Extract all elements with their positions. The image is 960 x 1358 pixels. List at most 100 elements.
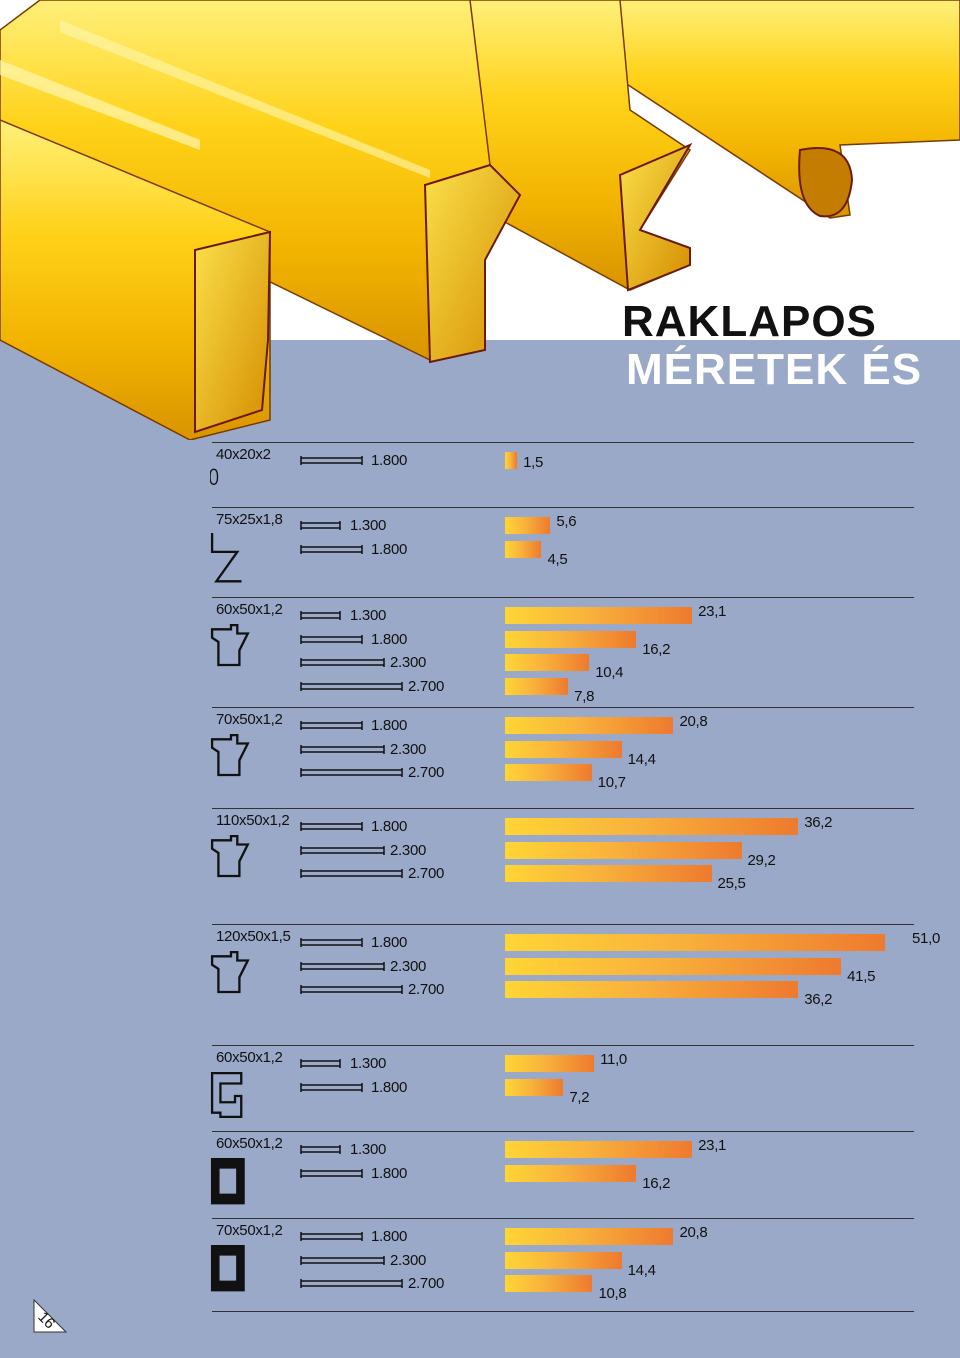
load-bar — [505, 677, 569, 695]
load-value-label: 29,2 — [747, 851, 776, 869]
closed-box-profile-icon — [210, 1244, 245, 1292]
length-label: 1.800 — [371, 818, 408, 835]
profile-name: 40x20x2 — [216, 446, 271, 463]
rod-length-icon — [300, 721, 363, 730]
length-label: 1.800 — [371, 1228, 408, 1245]
profile-name: 60x50x1,2 — [216, 1135, 283, 1152]
length-label: 1.800 — [371, 717, 408, 734]
length-row: 1.300 5,6 — [0, 513, 960, 535]
oval-tube-profile-icon — [210, 468, 219, 485]
length-row: 2.300 14,4 — [0, 739, 960, 768]
open-beam-profile-icon — [210, 950, 250, 994]
rod-length-icon — [300, 681, 403, 691]
load-value-label: 11,0 — [600, 1051, 627, 1068]
load-bar — [505, 841, 742, 859]
rod-length-icon — [300, 1168, 363, 1178]
length-row: 2.700 25,5 — [0, 863, 960, 892]
row-separator — [212, 1045, 914, 1046]
rod-length-icon — [300, 768, 403, 777]
closed-box-profile-icon — [210, 1157, 245, 1205]
open-beam-profile-icon — [210, 733, 250, 777]
length-row: 2.300 41,5 — [0, 956, 960, 985]
row-separator — [212, 1131, 914, 1132]
length-label: 1.300 — [350, 1055, 387, 1072]
length-label: 1.300 — [350, 607, 387, 624]
length-label: 2.700 — [408, 1275, 445, 1292]
rod-length-icon — [300, 1082, 363, 1092]
length-label: 1.800 — [371, 630, 408, 648]
open-beam-profile-icon — [210, 834, 250, 878]
length-row: 2.700 10,7 — [0, 762, 960, 791]
load-bar — [505, 717, 674, 734]
load-value-label: 10,7 — [597, 774, 626, 791]
background-band — [0, 340, 960, 1358]
load-value-label: 5,6 — [556, 513, 577, 530]
row-separator — [212, 1218, 914, 1219]
open-beam-profile-icon — [210, 623, 250, 667]
rod-length-icon — [300, 1279, 403, 1288]
row-separator — [212, 597, 914, 598]
length-label: 1.800 — [371, 934, 408, 951]
load-bar — [505, 517, 551, 534]
profile-group: 70x50x1,2 1.800 20,8 2.300 14,4 2.700 10,8 — [0, 1218, 960, 1311]
length-row: 2.300 14,4 — [0, 1250, 960, 1279]
rod-length-icon — [300, 611, 341, 620]
load-value-label: 10,4 — [595, 664, 624, 681]
profile-name: 110x50x1,2 — [216, 812, 290, 829]
row-separator — [212, 507, 914, 508]
rod-length-icon — [300, 985, 403, 994]
length-label: 1.300 — [350, 1141, 387, 1158]
load-bar — [505, 981, 799, 998]
load-bar — [505, 630, 637, 648]
load-value-label: 16,2 — [642, 1174, 671, 1192]
length-row: 1.800 51,0 — [0, 930, 960, 952]
rod-length-icon — [300, 1255, 385, 1265]
rod-length-icon — [300, 1232, 363, 1241]
rod-length-icon — [300, 521, 341, 530]
length-row: 2.700 36,2 — [0, 979, 960, 1008]
load-value-label: 20,8 — [679, 713, 708, 730]
c-channel-profile-icon — [210, 1071, 243, 1118]
page-corner-icon — [33, 1298, 68, 1333]
length-row: 2.300 10,4 — [0, 652, 960, 681]
length-label: 2.300 — [390, 841, 427, 859]
load-value-label: 14,4 — [627, 750, 656, 768]
length-label: 2.300 — [390, 1251, 427, 1269]
length-row: 2.300 29,2 — [0, 840, 960, 869]
load-value-label: 1,5 — [523, 454, 544, 471]
length-row: 1.800 7,2 — [0, 1077, 960, 1106]
length-label: 1.800 — [371, 452, 408, 469]
length-row: 2.700 10,8 — [0, 1273, 960, 1302]
length-row: 2.700 7,8 — [0, 676, 960, 705]
load-bar — [505, 654, 590, 671]
rod-length-icon — [300, 961, 385, 971]
load-value-label: 10,8 — [598, 1285, 627, 1302]
length-row: 1.800 20,8 — [0, 1224, 960, 1246]
load-value-label: 36,2 — [804, 814, 833, 831]
load-bar — [505, 1164, 637, 1182]
load-value-label: 23,1 — [698, 603, 727, 620]
profile-name: 75x25x1,8 — [216, 511, 283, 528]
load-bar — [505, 1055, 595, 1072]
load-value-label: 23,1 — [698, 1137, 727, 1154]
load-value-label: 41,5 — [847, 967, 876, 985]
row-separator — [212, 1311, 914, 1312]
row-separator — [212, 924, 914, 925]
length-row: 1.300 23,1 — [0, 603, 960, 625]
profile-name: 60x50x1,2 — [216, 601, 283, 618]
length-label: 2.700 — [408, 865, 445, 882]
profile-group: 60x50x1,2 1.300 23,1 1.800 16,2 2.300 10,4 2.70… — [0, 597, 960, 707]
length-row: 1.300 23,1 — [0, 1137, 960, 1159]
rod-length-icon — [300, 456, 363, 465]
page-title: RAKLAPOS — [622, 297, 877, 346]
length-label: 2.700 — [408, 677, 445, 695]
profile-group: 40x20x2 1.800 1,5 — [0, 442, 960, 507]
length-row: 1.300 11,0 — [0, 1051, 960, 1073]
load-bar — [505, 1078, 564, 1096]
length-row: 1.800 1,5 — [0, 450, 960, 471]
load-bar — [505, 1251, 622, 1269]
rod-length-icon — [300, 869, 403, 878]
load-value-label: 51,0 — [912, 930, 940, 947]
load-bar — [505, 1275, 593, 1292]
load-value-label: 16,2 — [642, 640, 671, 658]
